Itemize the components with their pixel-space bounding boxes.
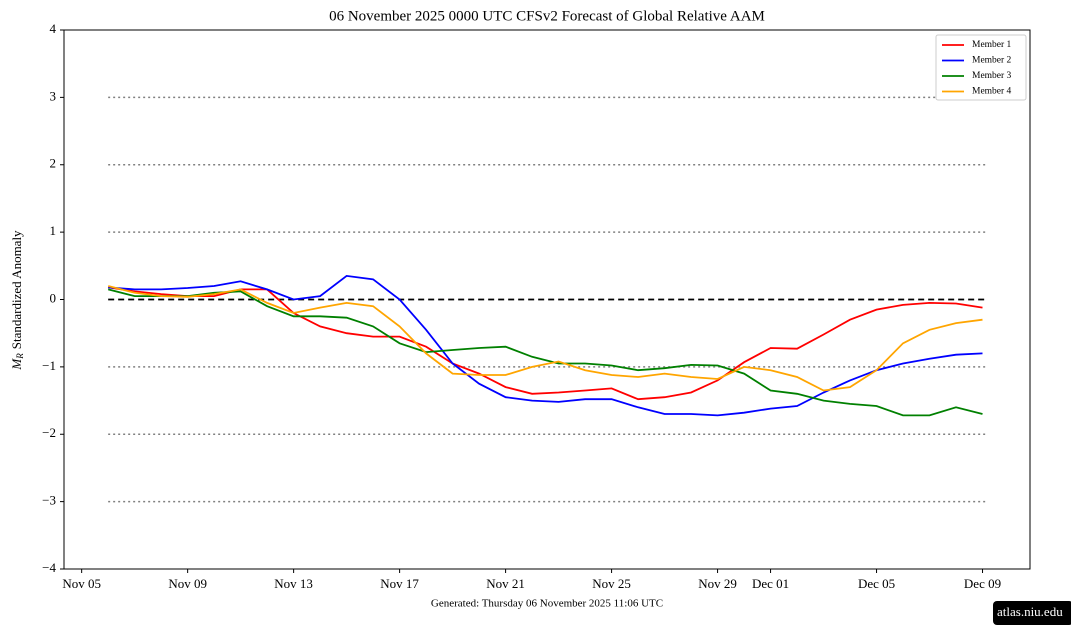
y-axis-label: MR Standardized Anomaly — [9, 230, 25, 371]
y-tick-label: 4 — [50, 21, 57, 36]
x-tick-label: Dec 09 — [964, 576, 1001, 591]
x-tick-label: Nov 17 — [380, 576, 419, 591]
y-tick-label: 2 — [50, 156, 57, 171]
series-line — [107, 288, 983, 417]
x-tick-label: Dec 01 — [752, 576, 789, 591]
plot-frame — [63, 29, 1031, 570]
x-tick-label: Nov 09 — [168, 576, 207, 591]
badge-bg — [993, 601, 1071, 625]
series-line — [107, 285, 983, 392]
badge: atlas.niu.edu — [997, 604, 1063, 619]
legend: Member 1 Member 2 Member 3 Member 4 — [935, 34, 1027, 101]
y-tick-label: 0 — [50, 290, 57, 305]
x-tick-label: Nov 29 — [698, 576, 737, 591]
legend-box — [935, 34, 1027, 101]
y-tick-label: 1 — [50, 223, 57, 238]
footer: Generated: Thursday 06 November 2025 11:… — [431, 598, 663, 610]
y-tick-label: −3 — [42, 493, 56, 508]
y-label: MR Standardized Anomaly — [9, 230, 25, 371]
legend-label: Member 1 — [972, 40, 1012, 50]
x-tick-label: Nov 05 — [62, 576, 101, 591]
legend-label: Member 4 — [972, 87, 1012, 97]
x-tick-label: Nov 13 — [274, 576, 313, 591]
y-symbol: M — [9, 358, 24, 371]
x-tick-label: Nov 25 — [592, 576, 631, 591]
series-line — [108, 274, 983, 417]
y-tick-label: −4 — [42, 560, 56, 575]
legend-label: Member 2 — [972, 56, 1012, 66]
chart-title: 06 November 2025 0000 UTC CFSv2 Forecast… — [329, 8, 765, 24]
legend-label: Member 3 — [972, 71, 1012, 81]
series-line — [108, 286, 983, 401]
x-tick-label: Dec 05 — [858, 576, 895, 591]
y-text: Standardized Anomaly — [9, 230, 24, 349]
y-tick-label: −1 — [42, 358, 56, 373]
y-tick-label: −2 — [42, 425, 56, 440]
y-tick-label: 3 — [50, 88, 57, 103]
x-tick-label: Nov 21 — [486, 576, 525, 591]
y-subscript: R — [15, 353, 25, 360]
